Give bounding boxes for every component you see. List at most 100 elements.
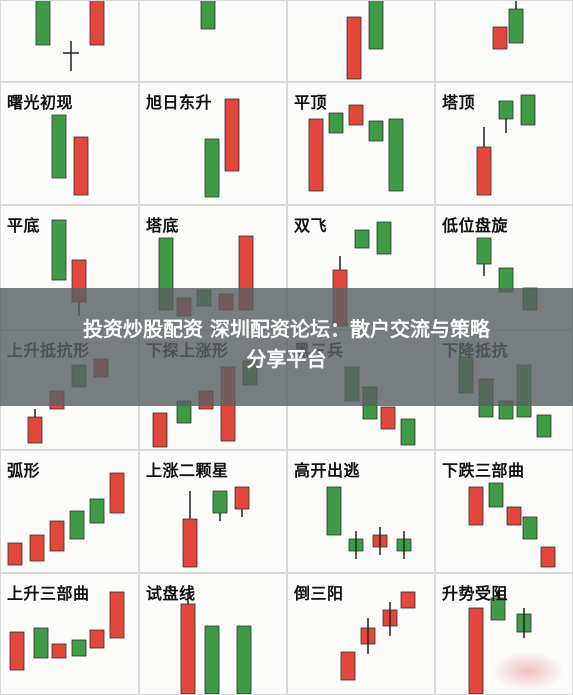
pattern-cell: 平顶 (287, 82, 435, 205)
candle-up (182, 518, 198, 568)
candlestick-drawing (326, 486, 412, 559)
candlestick-drawing (200, 1, 216, 30)
pattern-cell: 倒三阳 (287, 573, 435, 695)
candlestick-drawing (308, 104, 404, 192)
pattern-label: 上涨二颗星 (146, 461, 229, 480)
pattern-cell: 上升三部曲 (0, 573, 139, 695)
candle-up (51, 643, 67, 659)
candle-down (326, 486, 342, 536)
candle-up (7, 542, 23, 566)
candle-down (328, 112, 344, 134)
candle-down (388, 118, 404, 192)
candle-up (468, 486, 484, 526)
candle-up (400, 591, 416, 609)
candle-up (224, 98, 240, 172)
candle-down (89, 498, 105, 524)
pattern-cell (0, 0, 139, 82)
candle-down (35, 1, 51, 46)
candle-up (340, 651, 356, 681)
pattern-cell: 曙光初现 (0, 82, 139, 205)
candlestick-drawing (180, 594, 252, 694)
candle-up (506, 506, 522, 526)
candle-down (51, 219, 67, 281)
candlestick-drawing (340, 591, 416, 681)
pattern-cell: 下跌三部曲 (435, 450, 573, 573)
candle-up (492, 26, 508, 50)
candlestick-drawing (468, 482, 556, 568)
pattern-label: 下跌三部曲 (442, 461, 525, 480)
candle-down (69, 510, 85, 540)
pattern-cell: 上涨二颗星 (139, 450, 287, 573)
pattern-cell: 旭日东升 (139, 82, 287, 205)
candle-down (51, 114, 67, 179)
pattern-cell: 塔顶 (435, 82, 573, 205)
pattern-label: 高开出逃 (294, 461, 361, 480)
candle-up (73, 136, 89, 196)
candle-up (476, 146, 492, 196)
pattern-cell: 弧形 (0, 450, 139, 573)
candlestick-drawing (476, 94, 536, 196)
candle-down (476, 237, 492, 265)
pattern-label: 旭日东升 (146, 93, 213, 112)
banner-text: 投资炒股配资 深圳配资论坛：散户交流与策略 分享平台 (0, 314, 573, 374)
candle-down (400, 418, 416, 446)
candlestick-drawing (492, 1, 524, 50)
pattern-label: 平顶 (294, 93, 328, 112)
candle-up (9, 631, 25, 671)
candle-up (109, 591, 125, 639)
pattern-label: 双飞 (294, 216, 328, 235)
candle-up (89, 1, 105, 46)
candle-down (204, 138, 220, 198)
candlestick-drawing (204, 98, 240, 198)
candle-up (109, 472, 125, 514)
pattern-cell (435, 0, 573, 82)
candle-up (234, 486, 250, 510)
candle-up (308, 118, 324, 192)
pattern-label: 倒三阳 (294, 584, 344, 603)
candle-down (508, 8, 524, 44)
candle-up (380, 406, 396, 430)
candlestick-drawing (346, 1, 384, 80)
candle-down (204, 625, 220, 694)
pattern-cell: 高开出逃 (287, 450, 435, 573)
candle-up (27, 416, 43, 444)
candle-down (354, 229, 370, 249)
candle-down (368, 120, 384, 142)
candle-up (540, 546, 556, 568)
pattern-cell (287, 0, 435, 82)
pattern-label: 试盘线 (146, 584, 196, 603)
candle-down (236, 625, 252, 694)
candle-down (71, 639, 87, 657)
candle-up (152, 412, 168, 448)
candlestick-drawing (7, 472, 125, 566)
candle-up (89, 629, 105, 649)
candlestick-drawing (182, 486, 250, 568)
watermark-decoration (492, 651, 563, 691)
candle-down (536, 414, 552, 438)
candle-down (368, 1, 384, 50)
pattern-cell (139, 0, 287, 82)
candle-down (33, 627, 49, 659)
pattern-label: 塔顶 (442, 93, 476, 112)
candlestick-drawing (9, 591, 125, 671)
banner-overlay (0, 288, 573, 406)
candle-down (212, 490, 228, 514)
pattern-label: 弧形 (7, 461, 41, 480)
candle-down (200, 1, 216, 30)
candle-up (346, 16, 362, 80)
pattern-label: 升势受阻 (442, 584, 509, 603)
pattern-label: 上升三部曲 (7, 584, 90, 603)
pattern-label: 塔底 (146, 216, 180, 235)
candlestick-drawing (468, 590, 532, 694)
pattern-label: 曙光初现 (7, 93, 74, 112)
candle-up (468, 607, 484, 694)
candle-down (488, 482, 504, 508)
candle-down (520, 94, 536, 126)
candlestick-drawing (35, 1, 105, 71)
pattern-label: 低位盘旋 (442, 216, 509, 235)
pattern-cell: 试盘线 (139, 573, 287, 695)
candle-down (522, 516, 538, 540)
candle-down (498, 100, 514, 120)
candle-up (180, 603, 196, 694)
candle-down (376, 221, 392, 255)
